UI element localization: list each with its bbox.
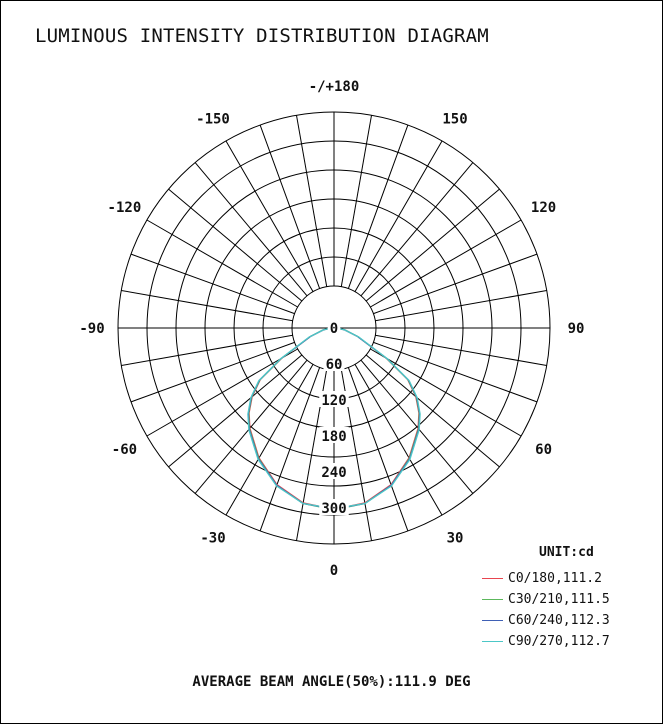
angle-label: 120 — [531, 200, 556, 216]
grid-spoke — [168, 188, 303, 302]
legend-swatch — [482, 577, 503, 579]
grid-spoke — [370, 219, 522, 308]
grid-spoke — [365, 188, 500, 302]
grid-spoke — [354, 140, 443, 292]
grid-spoke — [347, 124, 409, 289]
angle-label: 30 — [447, 531, 464, 547]
grid-spoke — [225, 140, 314, 292]
legend-swatch — [482, 619, 503, 621]
legend-label: C0/180,111.2 — [508, 570, 602, 586]
grid-spoke — [360, 359, 474, 494]
tick-label-bg — [319, 427, 349, 443]
angle-label: -120 — [108, 200, 142, 216]
angle-label: 150 — [442, 111, 467, 127]
grid-spoke — [194, 162, 308, 297]
grid-spoke — [375, 334, 547, 367]
grid-spoke — [130, 341, 295, 403]
legend-label: C30/210,111.5 — [508, 591, 610, 607]
grid-spoke — [354, 364, 443, 516]
grid-spoke — [347, 367, 409, 532]
legend: C0/180,111.2 C30/210,111.5 C60/240,112.3… — [482, 568, 610, 652]
unit-label: UNIT:cd — [539, 545, 594, 560]
angle-label: -30 — [200, 531, 225, 547]
grid-spoke — [340, 115, 373, 287]
legend-swatch — [482, 598, 503, 600]
legend-item: C0/180,111.2 — [482, 568, 610, 588]
legend-item: C60/240,112.3 — [482, 610, 610, 630]
angle-label: -/+180 — [309, 79, 360, 95]
grid-spoke — [225, 364, 314, 516]
grid-spoke — [146, 348, 298, 437]
radial-tick-label: 60 — [326, 357, 343, 373]
radial-tick-label: 120 — [321, 393, 346, 409]
tick-label-bg — [327, 319, 341, 335]
grid-spoke — [146, 219, 298, 308]
tick-label-bg — [323, 355, 345, 371]
grid-spoke — [121, 334, 293, 367]
grid-spoke — [360, 162, 474, 297]
grid-spoke — [168, 354, 303, 468]
radial-tick-label: 180 — [321, 429, 346, 445]
angle-label: -60 — [112, 442, 137, 458]
grid-spoke — [295, 115, 328, 287]
grid-spoke — [194, 359, 308, 494]
grid-spoke — [365, 354, 500, 468]
legend-item: C30/210,111.5 — [482, 589, 610, 609]
radial-tick-label: 240 — [321, 465, 346, 481]
grid-spoke — [121, 289, 293, 322]
legend-label: C60/240,112.3 — [508, 612, 610, 628]
grid-spoke — [373, 341, 538, 403]
legend-item: C90/270,112.7 — [482, 631, 610, 651]
chart-title: LUMINOUS INTENSITY DISTRIBUTION DIAGRAM — [35, 25, 489, 47]
grid-spoke — [259, 367, 321, 532]
angle-label: 60 — [535, 442, 552, 458]
angle-label: -150 — [196, 111, 230, 127]
beam-angle-footer: AVERAGE BEAM ANGLE(50%):111.9 DEG — [192, 674, 471, 690]
grid-spoke — [130, 253, 295, 315]
angle-label: 0 — [330, 563, 338, 579]
tick-label-bg — [319, 463, 349, 479]
angle-label: 90 — [568, 321, 585, 337]
legend-label: C90/270,112.7 — [508, 633, 610, 649]
radial-tick-label: 0 — [330, 321, 338, 337]
grid-spoke — [259, 124, 321, 289]
radial-tick-label: 300 — [321, 501, 346, 517]
tick-label-bg — [319, 499, 349, 515]
legend-swatch — [482, 640, 503, 642]
tick-label-bg — [319, 391, 349, 407]
grid-spoke — [373, 253, 538, 315]
angle-label: -90 — [79, 321, 104, 337]
grid-spoke — [375, 289, 547, 322]
grid-spoke — [370, 348, 522, 437]
